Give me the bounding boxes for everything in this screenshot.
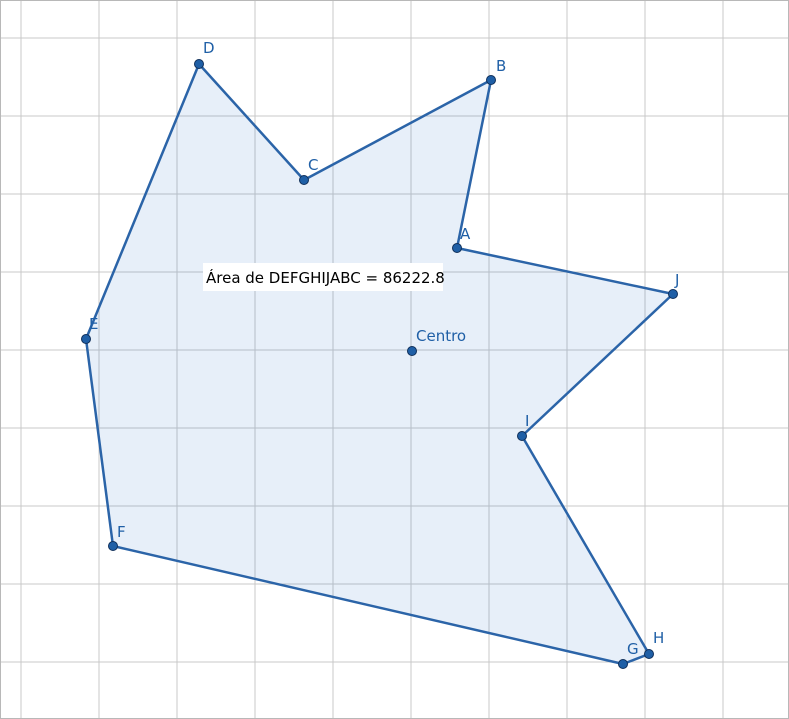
- point-c-label: C: [308, 156, 318, 174]
- point-d[interactable]: D: [194, 39, 215, 69]
- point-g-label: G: [627, 640, 639, 658]
- point-h-label: H: [653, 629, 664, 647]
- point-f-marker[interactable]: [108, 541, 118, 551]
- point-centro-label: Centro: [416, 327, 466, 345]
- area-annotation[interactable]: Área de DEFGHIJABC = 86222.8: [203, 263, 445, 291]
- point-h[interactable]: H: [644, 629, 665, 659]
- point-centro-marker[interactable]: [407, 346, 417, 356]
- point-b-label: B: [496, 57, 506, 75]
- point-i[interactable]: I: [517, 412, 530, 441]
- point-a-marker[interactable]: [452, 243, 462, 253]
- area-label: Área de DEFGHIJABC = 86222.8: [206, 268, 445, 287]
- point-e-label: E: [89, 315, 98, 333]
- point-d-marker[interactable]: [194, 59, 204, 69]
- point-e[interactable]: E: [81, 315, 99, 344]
- point-f-label: F: [117, 523, 126, 541]
- point-j-label: J: [674, 271, 679, 289]
- point-j[interactable]: J: [668, 271, 680, 299]
- point-f[interactable]: F: [108, 523, 126, 551]
- point-i-marker[interactable]: [517, 431, 527, 441]
- point-g-marker[interactable]: [618, 659, 628, 669]
- point-b-marker[interactable]: [486, 75, 496, 85]
- point-e-marker[interactable]: [81, 334, 91, 344]
- point-c-marker[interactable]: [299, 175, 309, 185]
- point-centro[interactable]: Centro: [407, 327, 467, 356]
- point-c[interactable]: C: [299, 156, 319, 185]
- point-d-label: D: [203, 39, 215, 57]
- point-a[interactable]: A: [452, 225, 472, 253]
- point-a-label: A: [460, 225, 471, 243]
- point-b[interactable]: B: [486, 57, 507, 85]
- point-g[interactable]: G: [618, 640, 639, 669]
- point-j-marker[interactable]: [668, 289, 678, 299]
- point-h-marker[interactable]: [644, 649, 654, 659]
- point-i-label: I: [525, 412, 529, 430]
- area-label-box: [203, 263, 443, 291]
- polygon-defghijabc[interactable]: [84, 62, 675, 666]
